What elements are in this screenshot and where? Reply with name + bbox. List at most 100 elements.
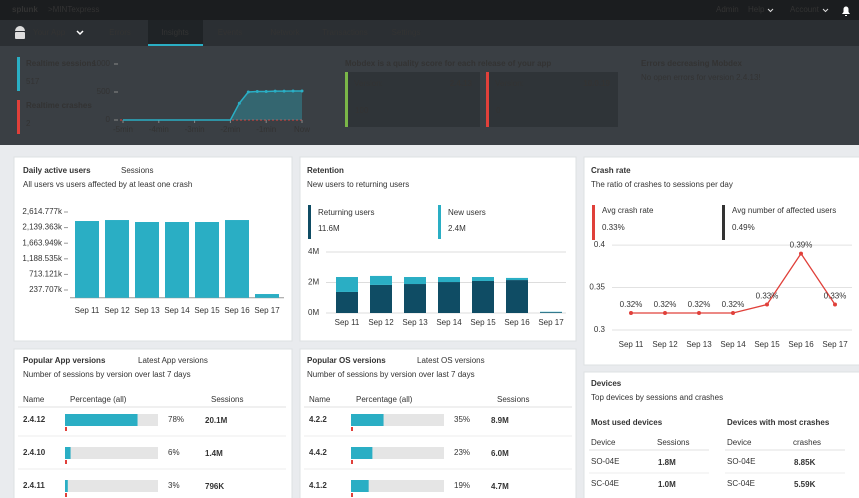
panel-title: Popular OS versions bbox=[307, 356, 386, 365]
bar-track bbox=[351, 480, 444, 492]
crash-marker bbox=[351, 427, 353, 431]
x-tick-label: Sep 17 bbox=[254, 306, 280, 315]
bar bbox=[65, 447, 71, 459]
mobdex-score: 100 bbox=[355, 106, 369, 115]
panel-title: Popular App versions bbox=[23, 356, 106, 365]
accent-bar bbox=[438, 205, 441, 239]
panel-tab[interactable]: Sessions bbox=[121, 166, 153, 175]
bar-segment bbox=[506, 277, 528, 281]
point bbox=[300, 89, 304, 93]
panel-subtitle: Number of sessions by version over last … bbox=[307, 370, 475, 379]
stat-value: 0.33% bbox=[602, 223, 625, 232]
bar-segment bbox=[472, 280, 494, 313]
stat-label: Returning users bbox=[318, 208, 374, 217]
bar-segment bbox=[370, 275, 392, 285]
panel-tab[interactable]: Latest App versions bbox=[138, 356, 208, 365]
x-tick-label: Sep 12 bbox=[368, 318, 394, 327]
point bbox=[833, 302, 837, 307]
version-number: 2.4.13 bbox=[450, 79, 473, 88]
point bbox=[246, 90, 250, 94]
nav-tab[interactable]: Transactions bbox=[322, 28, 368, 37]
device-value: 5.59K bbox=[794, 480, 816, 489]
app-selector[interactable]: Your App bbox=[33, 28, 66, 37]
x-tick-label: Sep 13 bbox=[402, 318, 428, 327]
version-box bbox=[486, 72, 618, 127]
y-tick-label: 0.4 bbox=[594, 240, 606, 249]
stat-value: 517 bbox=[26, 77, 40, 86]
product-name: >MINTexpress bbox=[48, 5, 99, 14]
point bbox=[255, 89, 259, 93]
x-tick-label: Sep 11 bbox=[335, 318, 360, 327]
x-tick-label: Sep 17 bbox=[822, 340, 848, 349]
bar-segment bbox=[506, 280, 528, 313]
mobdex-score: 0 bbox=[496, 106, 501, 115]
column-header: Percentage (all) bbox=[70, 395, 127, 404]
point bbox=[799, 251, 803, 256]
sessions-value: 6.0M bbox=[491, 449, 509, 458]
crash-marker bbox=[65, 427, 67, 431]
nav-tab[interactable]: Events bbox=[218, 28, 242, 37]
bar bbox=[65, 414, 138, 426]
x-tick-label: -1min bbox=[256, 125, 276, 134]
point bbox=[663, 311, 667, 316]
logo: splunk bbox=[12, 5, 38, 14]
x-tick-label: Sep 11 bbox=[75, 306, 100, 315]
x-tick-label: -5min bbox=[113, 125, 133, 134]
percent-label: 19% bbox=[454, 481, 470, 490]
nav-bar bbox=[0, 20, 859, 46]
panel-subtitle: Top devices by sessions and crashes bbox=[591, 393, 723, 402]
data-label: 0.39% bbox=[790, 241, 813, 250]
column-header: Name bbox=[23, 395, 45, 404]
sessions-value: 20.1M bbox=[205, 416, 228, 425]
x-tick-label: Sep 12 bbox=[104, 306, 130, 315]
bar bbox=[135, 222, 159, 298]
top-link[interactable]: Help bbox=[748, 5, 765, 14]
stat-label: Avg number of affected users bbox=[732, 206, 836, 215]
dropdown-caret[interactable] bbox=[767, 8, 774, 13]
nav-tab[interactable]: Errors bbox=[109, 28, 131, 37]
nav-tab[interactable]: Settings bbox=[392, 28, 421, 37]
dropdown-caret[interactable] bbox=[76, 30, 84, 36]
panel-tab[interactable]: Latest OS versions bbox=[417, 356, 485, 365]
percent-label: 23% bbox=[454, 448, 470, 457]
accent-bar bbox=[17, 57, 20, 91]
x-tick-label: -2min bbox=[220, 125, 240, 134]
active-tab-bg bbox=[148, 20, 203, 46]
x-tick-label: Now bbox=[294, 125, 310, 134]
bar bbox=[351, 480, 369, 492]
y-tick-label: 2,139.363k bbox=[22, 223, 63, 232]
bar bbox=[195, 222, 219, 298]
stat-label: Realtime sessions bbox=[26, 59, 96, 68]
panel-subtitle: Number of sessions by version over last … bbox=[23, 370, 191, 379]
y-tick-label: 500 bbox=[97, 87, 111, 96]
point bbox=[291, 89, 295, 93]
stat-label: Realtime crashes bbox=[26, 101, 92, 110]
bell-icon[interactable] bbox=[842, 6, 850, 17]
bar bbox=[255, 294, 279, 298]
nav-tab[interactable]: Network bbox=[270, 28, 300, 37]
bar-segment bbox=[336, 291, 358, 313]
x-tick-label: Sep 15 bbox=[470, 318, 496, 327]
bar bbox=[105, 220, 129, 298]
top-link[interactable]: Admin bbox=[716, 5, 739, 14]
crash-marker bbox=[65, 493, 67, 497]
nav-tab[interactable]: Insights bbox=[161, 28, 189, 37]
bar bbox=[225, 220, 249, 298]
dropdown-caret[interactable] bbox=[822, 8, 829, 13]
column-header: Sessions bbox=[497, 395, 529, 404]
stat-label: Avg crash rate bbox=[602, 206, 654, 215]
bar-segment bbox=[438, 277, 460, 283]
stat-value: 2 bbox=[26, 119, 31, 128]
point bbox=[282, 89, 286, 93]
crash-marker bbox=[65, 460, 67, 464]
version-label: Version: bbox=[495, 79, 524, 88]
area bbox=[123, 91, 302, 120]
top-link[interactable]: Account bbox=[790, 5, 820, 14]
bar-segment bbox=[438, 282, 460, 313]
x-tick-label: Sep 16 bbox=[504, 318, 530, 327]
data-label: 0.32% bbox=[688, 300, 711, 309]
device-name: SC-04E bbox=[727, 479, 755, 488]
bar bbox=[351, 447, 373, 459]
accent-bar bbox=[486, 72, 489, 127]
